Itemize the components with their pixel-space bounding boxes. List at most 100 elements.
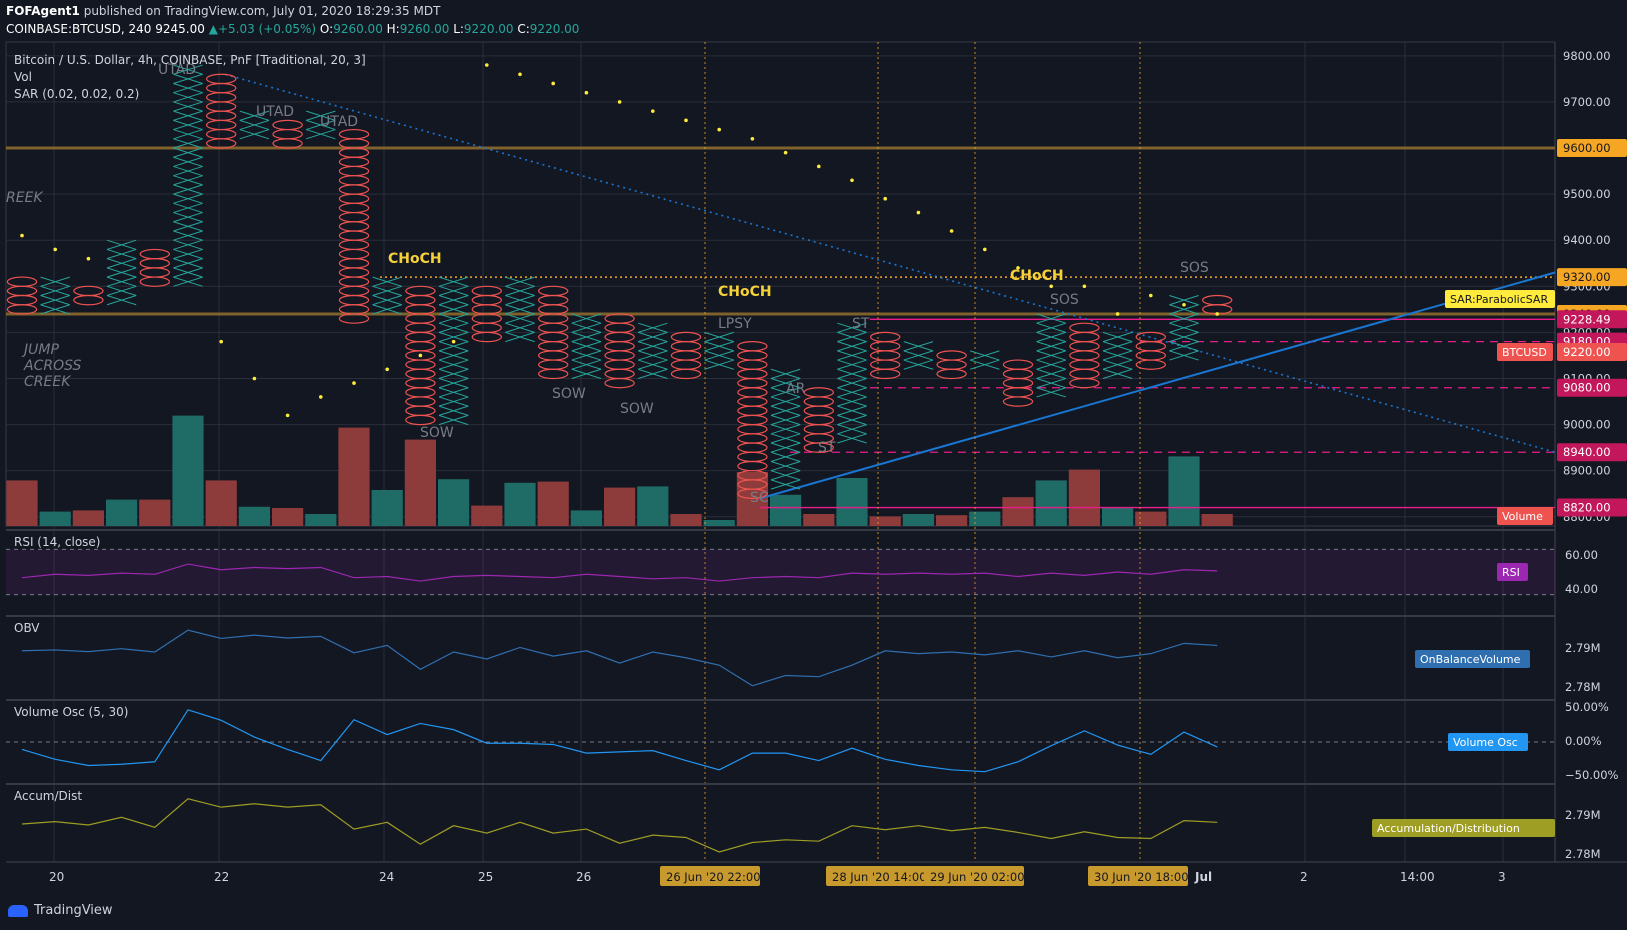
tradingview-brand[interactable]: TradingView — [8, 903, 113, 918]
x-tick-label: 2 — [1300, 870, 1308, 884]
o-box — [405, 285, 436, 297]
x-box — [571, 331, 602, 343]
x-box — [837, 368, 867, 379]
x-box — [1102, 350, 1133, 361]
x-box — [40, 304, 70, 315]
o-box — [6, 276, 38, 287]
o-column — [139, 248, 170, 287]
volume-bar — [205, 480, 237, 526]
price-change: +5.03 (+0.05%) — [217, 22, 317, 36]
x-box — [173, 147, 203, 158]
x-box — [837, 350, 867, 361]
sar-dot — [252, 376, 257, 381]
volume-bar — [338, 427, 370, 526]
x-box — [903, 341, 934, 352]
x-box — [837, 331, 867, 343]
x-box — [638, 368, 668, 379]
volume-bar — [537, 481, 569, 526]
x-box — [1169, 350, 1199, 361]
x-box — [438, 313, 469, 324]
sar-dot — [219, 339, 223, 344]
price-tag — [1497, 507, 1553, 525]
sar-dot — [783, 150, 788, 155]
author-name: FOFAgent1 — [6, 4, 80, 18]
x-box — [239, 119, 270, 131]
x-box — [239, 110, 270, 121]
x-box — [40, 285, 70, 297]
o-box — [604, 313, 635, 324]
x-box — [173, 165, 203, 177]
x-box — [770, 470, 801, 481]
volume-bar — [1135, 511, 1167, 526]
x-box — [173, 119, 203, 131]
price-tag — [1497, 343, 1553, 361]
x-column — [372, 276, 402, 315]
low-value: 9220.00 — [463, 22, 514, 36]
rsi-tag — [1497, 563, 1528, 581]
x-box — [372, 285, 402, 297]
sar-dot — [1082, 284, 1087, 289]
x-box — [438, 396, 469, 407]
x-column — [770, 368, 801, 490]
wyckoff-annotation: UTAD — [320, 114, 358, 130]
volume-bar — [305, 514, 337, 526]
level-tag-label: 9600.00 — [1563, 141, 1611, 155]
sar-dot — [451, 339, 456, 344]
sar-dot — [850, 178, 854, 183]
o-box — [73, 285, 104, 297]
x-box — [239, 129, 270, 140]
level-tag-label: 9228.49 — [1563, 312, 1611, 326]
sar-dot — [584, 90, 589, 95]
x-box — [438, 350, 469, 361]
uptrend-line — [759, 271, 1556, 500]
o-column — [870, 331, 901, 380]
o-box — [1201, 294, 1233, 306]
x-box — [837, 359, 867, 370]
wyckoff-annotation: CREEK — [24, 374, 72, 390]
o-box — [1135, 331, 1167, 343]
sar-dot — [717, 127, 721, 132]
x-box — [173, 110, 203, 121]
sar-dot — [949, 229, 954, 233]
x-box — [770, 479, 801, 490]
volume-bar — [836, 478, 868, 526]
o-column — [604, 313, 635, 389]
volume-bar — [404, 439, 436, 526]
high-label: H: — [386, 22, 400, 36]
rsi-title: RSI (14, close) — [14, 535, 100, 549]
time-marker-tag — [1088, 866, 1188, 886]
obv-line — [21, 629, 1218, 687]
sar-indicator-label: SAR (0.02, 0.02, 0.2) — [14, 87, 139, 101]
obv-title: OBV — [14, 621, 40, 635]
close-value: 9220.00 — [529, 22, 580, 36]
x-box — [438, 387, 469, 398]
sar-dot — [385, 367, 390, 372]
x-box — [903, 359, 934, 370]
x-box — [770, 433, 801, 444]
volume-bar — [238, 506, 270, 526]
time-marker-tag — [924, 866, 1024, 886]
volume-bar — [703, 520, 735, 526]
price-tag-value: 9220.00 — [1563, 345, 1611, 359]
o-column — [1135, 331, 1167, 370]
obv-tick-label: 2.79M — [1565, 641, 1601, 655]
volume-bar — [670, 514, 702, 526]
published-text: published on TradingView.com, July 01, 2… — [83, 4, 441, 18]
y-tick-label: 8900.00 — [1563, 464, 1611, 478]
o-column — [803, 387, 835, 453]
x-box — [438, 322, 469, 333]
sar-dot — [485, 63, 489, 67]
downtrend-line — [224, 73, 1556, 454]
time-marker-tag — [826, 866, 926, 886]
x-tick-label: 24 — [379, 870, 394, 884]
ad-tag — [1372, 819, 1555, 837]
x-box — [438, 405, 469, 416]
sar-dot — [1182, 302, 1186, 307]
x-box — [638, 350, 668, 361]
x-box — [837, 387, 867, 398]
sar-dot — [651, 109, 655, 113]
volume-bar — [637, 486, 669, 526]
x-box — [173, 175, 203, 186]
x-box — [372, 276, 402, 287]
